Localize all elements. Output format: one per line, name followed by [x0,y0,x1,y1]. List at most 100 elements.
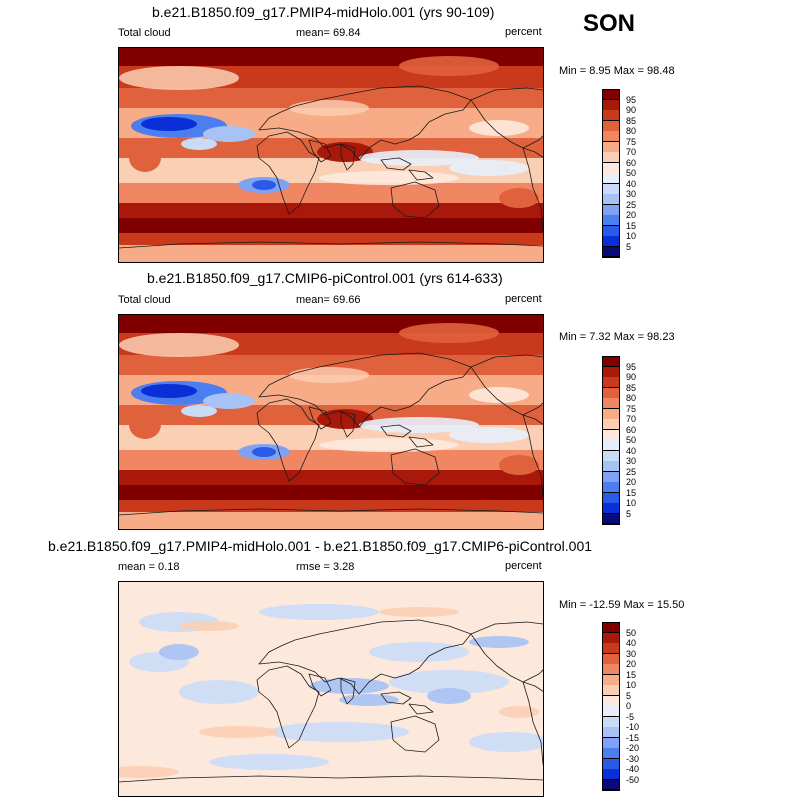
cloud-map-picontrol [118,314,544,530]
colorbar-tick-label: 5 [626,508,632,519]
map-blob [469,732,543,752]
map-blob [129,144,161,172]
colorbar-tick-label: 10 [626,498,637,508]
coastline [390,448,440,486]
colorbar-tick-label: -5 [626,711,635,722]
map-band [119,500,543,512]
colorbar-tick-label: -15 [626,732,640,743]
colorbar-swatch [602,513,620,525]
map-blob [399,323,499,343]
colorbar-swatch [602,779,620,791]
season-label: SON [583,10,636,37]
map-blob [317,409,373,429]
coastline [470,354,543,416]
map-blob [129,411,161,439]
coastline [256,131,320,215]
coastline [380,157,412,171]
coastline [408,436,434,448]
map-blob [203,126,255,142]
colorbar-tick-label: 30 [626,189,637,199]
map-band [119,218,543,233]
map-band [119,233,543,245]
coastline [390,181,440,219]
coastline [470,621,543,683]
minmax-label: Min = 7.32 Max = 98.23 [559,331,675,343]
map-blob [317,142,373,162]
map-blob [469,120,529,136]
map-blob [427,688,471,704]
colorbar-frame [602,356,620,524]
colorbar-tick-label: 85 [626,115,637,126]
map-blob [119,66,239,90]
minmax-label: Min = 8.95 Max = 98.48 [559,65,675,77]
map-blob [209,754,329,770]
colorbar-tick-label: 60 [626,157,637,168]
map-blob [319,438,459,452]
coastline [522,414,543,499]
colorbar-tick-label: 80 [626,393,637,403]
colorbar-tick-label: 75 [626,136,637,147]
colorbar-swatch [602,246,620,258]
map-blob [289,367,369,383]
colorbar-tick-label: 5 [626,690,632,701]
map-blob [141,117,197,131]
colorbar-tick-label: -20 [626,743,640,753]
map-blob [369,642,469,662]
map-band [119,512,543,529]
mean-label: mean= 69.84 [296,27,361,39]
coastline [256,398,320,482]
map-blob [359,150,479,166]
panel-title: b.e21.B1850.f09_g17.CMIP6-piControl.001 … [147,270,503,286]
coastline [522,147,543,232]
colorbar-tick-label: 50 [626,627,637,638]
coastline [256,665,320,749]
map-canvas [119,582,543,796]
panel-title: b.e21.B1850.f09_g17.PMIP4-midHolo.001 (y… [152,4,495,20]
map-band [119,485,543,500]
coastline [408,169,434,181]
colorbar-frame [602,622,620,790]
map-blob [339,694,399,706]
map-blob [181,138,217,150]
colorbar: 95 90 85 80 75 70 60 50 40 30 25 20 15 10 5 [602,89,662,258]
coastline [470,87,543,149]
map-blob [399,56,499,76]
colorbar-tick-label: 20 [626,659,637,669]
map-band [119,450,543,470]
map-band [119,245,543,262]
map-blob [499,188,539,208]
map-blob [252,447,276,457]
colorbar-tick-label: 30 [626,648,637,659]
minmax-label: Min = -12.59 Max = 15.50 [559,599,685,611]
colorbar-tick-label: -50 [626,774,640,785]
colorbar-tick-label: 10 [626,231,637,241]
colorbar-tick-label: 15 [626,220,637,231]
colorbar-tick-label: -30 [626,753,640,764]
colorbar-tick-label: 85 [626,382,637,393]
colorbar-tick-label: 80 [626,126,637,136]
coastline [308,139,332,163]
map-blob [359,417,479,433]
map-blob [269,722,409,742]
coastline [258,619,472,695]
colorbar-tick-label: 75 [626,403,637,414]
colorbar-tick-label: 60 [626,424,637,435]
colorbar-tick-label: 40 [626,638,637,648]
colorbar-tick-label: 50 [626,435,637,445]
coastline [119,508,543,516]
coastline [308,673,332,697]
coastline [390,715,440,753]
colorbar-tick-label: 95 [626,361,637,372]
map-blob [449,160,529,176]
colorbar-tick-label: 70 [626,147,637,157]
map-blob [203,393,255,409]
coastline [340,143,356,171]
map-blob [469,387,529,403]
coastline [340,677,356,705]
mean-label: mean= 69.66 [296,294,361,306]
map-blob [119,766,179,778]
colorbar-tick-label: 20 [626,477,637,487]
units-label: percent [505,293,542,305]
coastline [119,775,543,783]
units-label: percent [505,26,542,38]
